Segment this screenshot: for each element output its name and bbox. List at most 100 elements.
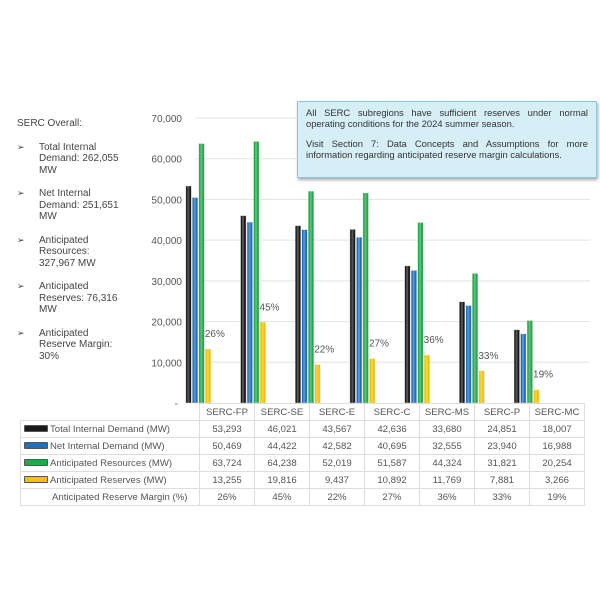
y-tick-label: 60,000 (151, 155, 182, 166)
table-header-row: SERC-FP SERC-SE SERC-E SERC-C SERC-MS SERC-P S… (21, 403, 585, 421)
table-cell: 44,422 (254, 437, 310, 455)
summary-item: ➢ Anticipated Reserves: 76,316 MW (17, 281, 127, 316)
margin-data-label: 33% (478, 351, 498, 362)
table-cell: 7,881 (474, 471, 530, 489)
summary-text: Net Internal Demand: 251,651 MW (39, 188, 119, 222)
table-cell: 43,567 (309, 420, 365, 438)
series-label: Anticipated Reserves (MW) (20, 471, 200, 489)
series-name: Anticipated Resources (MW) (50, 457, 173, 469)
arrow-bullet-icon: ➢ (17, 188, 25, 198)
table-cell: 24,851 (474, 420, 530, 438)
category-label: SERC-C (364, 403, 420, 421)
series-label: Anticipated Reserve Margin (%) (20, 488, 200, 506)
summary-text: Anticipated Reserves: 76,316 MW (39, 281, 118, 315)
table-cell: 36% (419, 488, 475, 506)
margin-data-label: 26% (205, 329, 225, 340)
summary-item: ➢ Total Internal Demand: 262,055 MW (17, 142, 127, 177)
y-tick-label: - (175, 399, 178, 410)
bar-highlight (261, 322, 264, 403)
y-tick-label: 30,000 (151, 277, 182, 288)
legend-key-icon (24, 459, 48, 467)
bar-highlight (515, 329, 518, 403)
bar-highlight (473, 273, 476, 403)
table-row: Anticipated Reserves (MW) 13,255 19,816 9,4… (20, 471, 585, 489)
series-label: Total Internal Demand (MW) (20, 420, 200, 438)
y-tick-label: 10,000 (151, 358, 182, 369)
table-cell: 19,816 (254, 471, 310, 489)
bar-highlight (303, 229, 306, 403)
bar-highlight (535, 389, 538, 403)
summary-text: Anticipated Resources: 327,967 MW (39, 234, 96, 269)
bar-3 (205, 348, 212, 404)
bar-3 (259, 322, 266, 404)
category-label: SERC-E (309, 403, 365, 421)
bar-highlight (309, 191, 312, 403)
bar-highlight (412, 270, 415, 403)
table-row: Anticipated Resources (MW) 63,724 64,238 52… (20, 454, 585, 472)
bar-highlight (316, 364, 319, 403)
bar-highlight (187, 186, 190, 403)
bar-highlight (480, 370, 483, 403)
summary-item: ➢ Anticipated Resources: 327,967 MW (17, 235, 127, 270)
series-name: Total Internal Demand (MW) (50, 423, 170, 435)
margin-data-label: 22% (314, 345, 334, 356)
margin-data-label: 19% (533, 370, 553, 381)
table-cell: 31,821 (474, 454, 530, 472)
category-label: SERC-MC (529, 403, 585, 421)
bar-highlight (419, 222, 422, 403)
bar-1 (520, 333, 527, 404)
table-cell: 19% (529, 488, 585, 506)
bar-highlight (296, 225, 299, 403)
y-tick-label: 70,000 (151, 114, 182, 125)
table-cell: 52,019 (309, 454, 365, 472)
category-label: SERC-SE (254, 403, 310, 421)
table-cell: 53,293 (199, 420, 255, 438)
bar-highlight (242, 215, 245, 403)
bar-highlight (425, 355, 428, 403)
bar-highlight (255, 141, 258, 403)
table-corner (21, 404, 200, 421)
category-label: SERC-MS (419, 403, 475, 421)
serc-overall-summary: SERC Overall: ➢ Total Internal Demand: 26… (17, 118, 127, 374)
bar-highlight (370, 358, 373, 403)
bar-highlight (528, 320, 531, 403)
table-row: Anticipated Reserve Margin (%) 26% 45% 22% 2… (20, 488, 585, 506)
bar-highlight (351, 229, 354, 403)
table-cell: 33,680 (419, 420, 475, 438)
table-cell: 27% (364, 488, 420, 506)
bar-highlight (460, 301, 463, 403)
table-cell: 33% (474, 488, 530, 506)
bar-highlight (200, 143, 203, 403)
y-tick-label: 20,000 (151, 318, 182, 329)
legend-key-icon (24, 425, 48, 433)
bar-highlight (248, 222, 251, 403)
summary-item: ➢ Net Internal Demand: 251,651 MW (17, 188, 127, 223)
callout-box: All SERC subregions have sufficient rese… (297, 101, 597, 178)
bar-highlight (406, 265, 409, 403)
bar-0 (459, 301, 466, 404)
arrow-bullet-icon: ➢ (17, 141, 25, 152)
table-cell: 16,988 (529, 437, 585, 455)
table-cell: 22% (309, 488, 365, 506)
table-cell: 50,469 (199, 437, 255, 455)
table-cell: 40,695 (364, 437, 420, 455)
bar-0 (185, 185, 192, 404)
table-cell: 23,940 (474, 437, 530, 455)
summary-item: ➢ Anticipated Reserve Margin: 30% (17, 328, 127, 363)
table-cell: 11,769 (419, 471, 475, 489)
table-cell: 32,555 (419, 437, 475, 455)
bar-highlight (522, 333, 525, 403)
bar-highlight (193, 197, 196, 403)
table-cell: 18,007 (529, 420, 585, 438)
table-cell: 10,892 (364, 471, 420, 489)
table-cell: 42,582 (309, 437, 365, 455)
bar-1 (192, 197, 199, 404)
series-label: Net Internal Demand (MW) (20, 437, 200, 455)
table-row: Net Internal Demand (MW) 50,469 44,422 42,5… (20, 437, 585, 455)
y-tick-label: 50,000 (151, 195, 182, 206)
arrow-bullet-icon: ➢ (17, 234, 25, 245)
data-table: SERC-FP SERC-SE SERC-E SERC-C SERC-MS SERC-P S… (20, 403, 585, 506)
callout-text-2: Visit Section 7: Data Concepts and Assum… (306, 138, 588, 160)
bar-highlight (364, 192, 367, 403)
series-label: Anticipated Resources (MW) (20, 454, 200, 472)
